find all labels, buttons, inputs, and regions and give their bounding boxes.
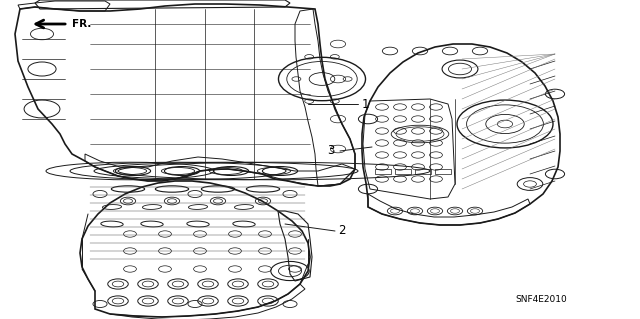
Bar — [395, 169, 411, 174]
Bar — [375, 169, 391, 174]
Text: SNF4E2010: SNF4E2010 — [515, 295, 566, 304]
Text: 2: 2 — [338, 225, 346, 238]
Text: FR.: FR. — [72, 19, 92, 29]
Bar — [435, 169, 451, 174]
Text: 3: 3 — [328, 145, 335, 158]
Bar — [415, 169, 431, 174]
Text: 1: 1 — [361, 98, 369, 110]
